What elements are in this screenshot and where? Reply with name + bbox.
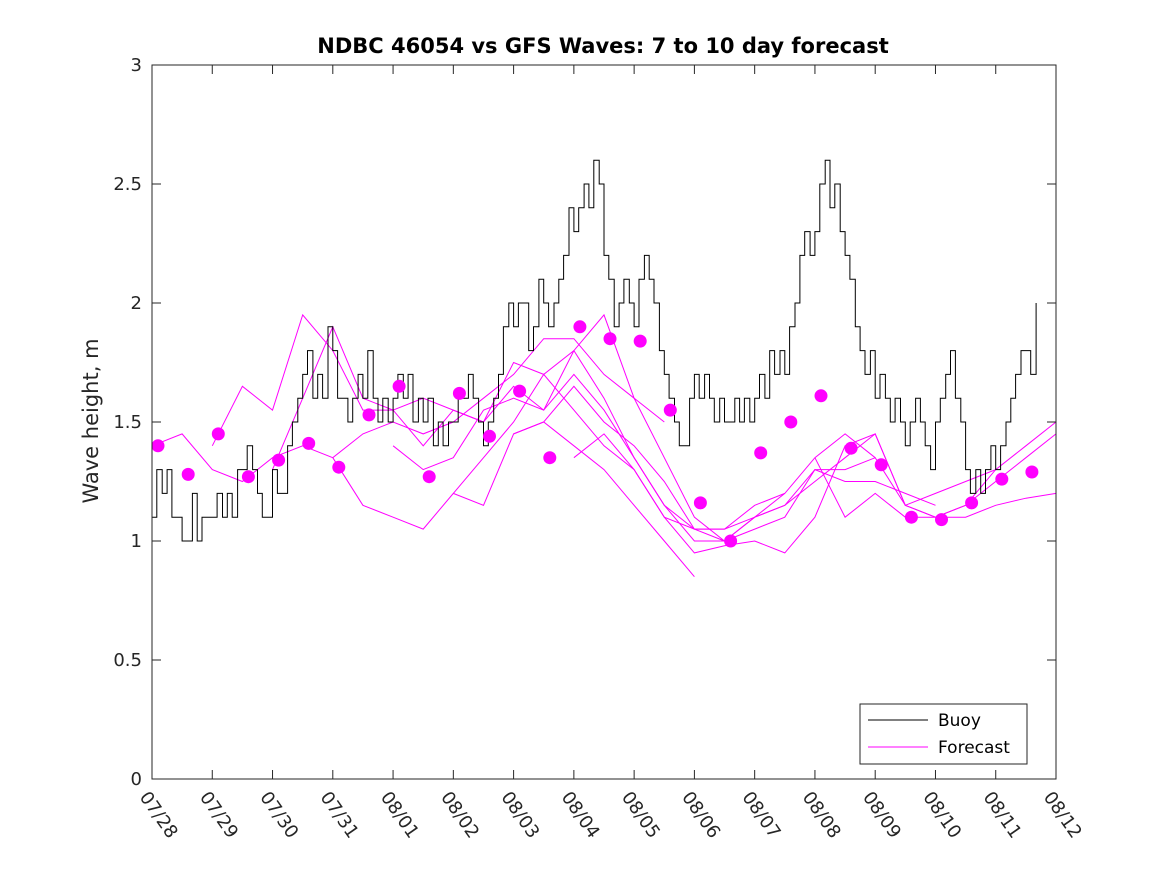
forecast-marker [844, 441, 858, 455]
y-tick-label: 2.5 [113, 174, 142, 195]
x-tick-label: 08/01 [376, 788, 423, 843]
forecast-line [151, 338, 665, 483]
forecast-marker [814, 389, 828, 403]
x-tick-label: 08/12 [1039, 788, 1086, 843]
forecast-marker [392, 379, 406, 393]
y-tick-label: 2 [131, 293, 142, 314]
forecast-marker [543, 451, 557, 465]
forecast-marker [302, 436, 316, 450]
x-tick-label: 08/11 [979, 788, 1026, 843]
x-tick-label: 08/06 [677, 788, 724, 843]
y-tick-label: 1 [131, 531, 142, 552]
forecast-line [573, 421, 1057, 530]
legend-box [859, 703, 1028, 765]
forecast-marker [965, 496, 979, 510]
x-tick-label: 08/03 [497, 788, 544, 843]
forecast-marker [1025, 465, 1039, 479]
forecast-line [272, 325, 876, 542]
y-tick-label: 1.5 [113, 412, 142, 433]
legend-buoy-label: Buoy [938, 711, 981, 731]
forecast-marker [362, 408, 376, 422]
forecast-marker [211, 427, 225, 441]
forecast-marker [995, 472, 1009, 486]
forecast-marker [693, 496, 707, 510]
y-tick-label: 3 [131, 55, 142, 76]
buoy-line [152, 159, 1037, 542]
forecast-marker [332, 460, 346, 474]
forecast-marker [241, 470, 255, 484]
forecast-marker [422, 470, 436, 484]
x-tick-label: 08/09 [858, 788, 905, 843]
x-tick-label: 07/28 [135, 788, 182, 843]
forecast-marker [181, 467, 195, 481]
forecast-marker [874, 458, 888, 472]
x-tick-label: 08/05 [617, 788, 664, 843]
x-tick-label: 07/29 [195, 788, 242, 843]
forecast-marker [754, 446, 768, 460]
forecast-marker [904, 510, 918, 524]
x-tick-label: 08/04 [557, 788, 604, 843]
forecast-marker [663, 403, 677, 417]
forecast-marker [573, 320, 587, 334]
forecast-marker [513, 384, 527, 398]
forecast-line [513, 421, 695, 578]
x-tick-label: 08/07 [738, 788, 785, 843]
x-tick-label: 07/31 [316, 788, 363, 843]
forecast-marker [603, 332, 617, 346]
y-tick-label: 0 [131, 769, 142, 790]
legend: Buoy Forecast [859, 703, 1028, 765]
x-tick-label: 08/02 [436, 788, 483, 843]
forecast-marker [935, 513, 948, 527]
forecast-marker [452, 386, 466, 400]
y-tick-label: 0.5 [113, 650, 142, 671]
x-tick-label: 07/30 [255, 788, 302, 843]
legend-forecast-label: Forecast [938, 738, 1010, 758]
x-tick-label: 08/08 [798, 788, 845, 843]
plot-area [151, 159, 1057, 578]
forecast-line [332, 385, 936, 542]
forecast-marker [784, 415, 798, 429]
y-axis-label: Wave height, m [79, 338, 103, 503]
chart-title: NDBC 46054 vs GFS Waves: 7 to 10 day for… [317, 34, 888, 58]
forecast-marker [724, 534, 738, 548]
forecast-marker [483, 429, 496, 443]
forecast-marker [151, 439, 165, 453]
forecast-marker [633, 334, 647, 348]
forecast-marker [272, 453, 286, 467]
x-tick-label: 08/10 [918, 788, 965, 843]
